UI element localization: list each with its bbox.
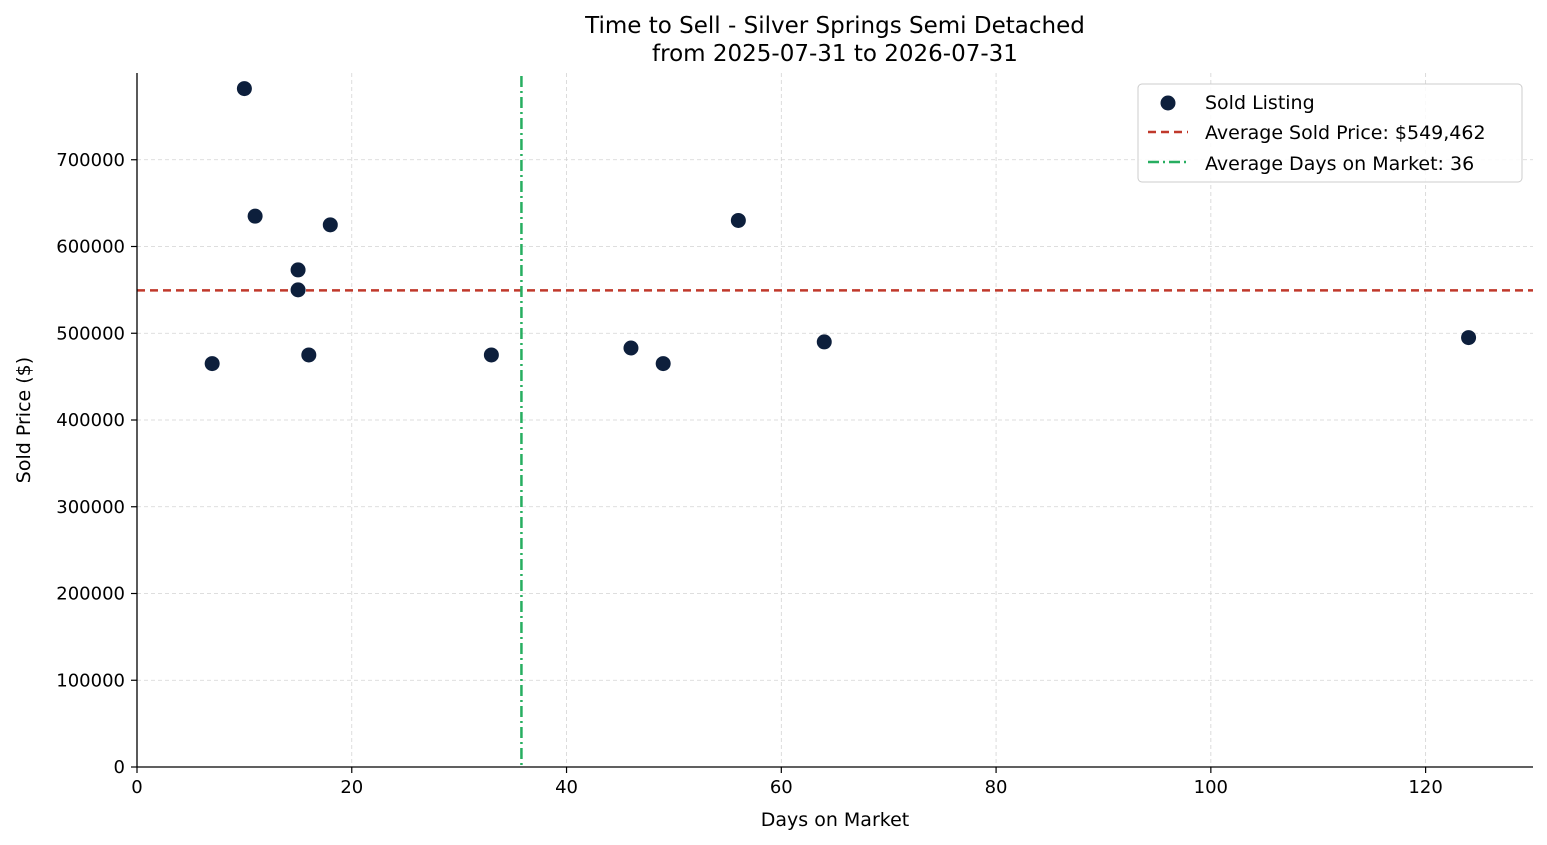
sold-listing-point bbox=[204, 356, 220, 372]
y-tick-label: 0 bbox=[114, 757, 125, 778]
sold-listing-point bbox=[322, 217, 338, 233]
y-tick-label: 400000 bbox=[56, 410, 125, 431]
data-points bbox=[204, 81, 1477, 372]
x-ticks: 0 20 40 60 80 100 120 bbox=[131, 767, 1443, 798]
legend-label-avg-days: Average Days on Market: 36 bbox=[1205, 153, 1474, 175]
chart-subtitle: from 2025-07-31 to 2026-07-31 bbox=[652, 41, 1018, 67]
legend-label-sold-listing: Sold Listing bbox=[1205, 92, 1315, 114]
sold-listing-point bbox=[1461, 330, 1477, 346]
reference-lines bbox=[137, 76, 1533, 767]
sold-listing-point bbox=[290, 262, 306, 278]
sold-listing-point bbox=[247, 208, 263, 224]
sold-listing-point bbox=[301, 347, 317, 363]
sold-listing-point bbox=[290, 282, 306, 298]
legend-marker-sold-listing bbox=[1160, 95, 1176, 111]
sold-listing-point bbox=[483, 347, 499, 363]
sold-listing-point bbox=[655, 356, 671, 372]
legend-box bbox=[1137, 83, 1523, 183]
legend-label-avg-price: Average Sold Price: $549,462 bbox=[1205, 122, 1486, 144]
y-axis-label: Sold Price ($) bbox=[13, 357, 35, 483]
sold-listing-point bbox=[623, 340, 639, 356]
sold-listing-point bbox=[236, 81, 252, 97]
legend: Sold Listing Average Sold Price: $549,46… bbox=[1137, 83, 1523, 183]
y-tick-label: 600000 bbox=[56, 237, 125, 258]
y-tick-label: 700000 bbox=[56, 150, 125, 171]
x-tick-label: 60 bbox=[770, 777, 793, 798]
sold-listing-point bbox=[816, 334, 832, 350]
x-tick-label: 120 bbox=[1408, 777, 1442, 798]
y-tick-label: 300000 bbox=[56, 497, 125, 518]
x-tick-label: 80 bbox=[985, 777, 1008, 798]
chart-title: Time to Sell - Silver Springs Semi Detac… bbox=[584, 13, 1085, 39]
x-axis-label: Days on Market bbox=[761, 809, 909, 831]
y-tick-label: 200000 bbox=[56, 584, 125, 605]
x-tick-label: 100 bbox=[1194, 777, 1228, 798]
x-tick-label: 40 bbox=[555, 777, 578, 798]
y-tick-label: 100000 bbox=[56, 670, 125, 691]
sold-listing-point bbox=[730, 212, 746, 228]
x-tick-label: 0 bbox=[131, 777, 142, 798]
y-ticks: 0 100000 200000 300000 400000 500000 600000 700… bbox=[56, 150, 137, 778]
x-tick-label: 20 bbox=[340, 777, 363, 798]
y-tick-label: 500000 bbox=[56, 323, 125, 344]
